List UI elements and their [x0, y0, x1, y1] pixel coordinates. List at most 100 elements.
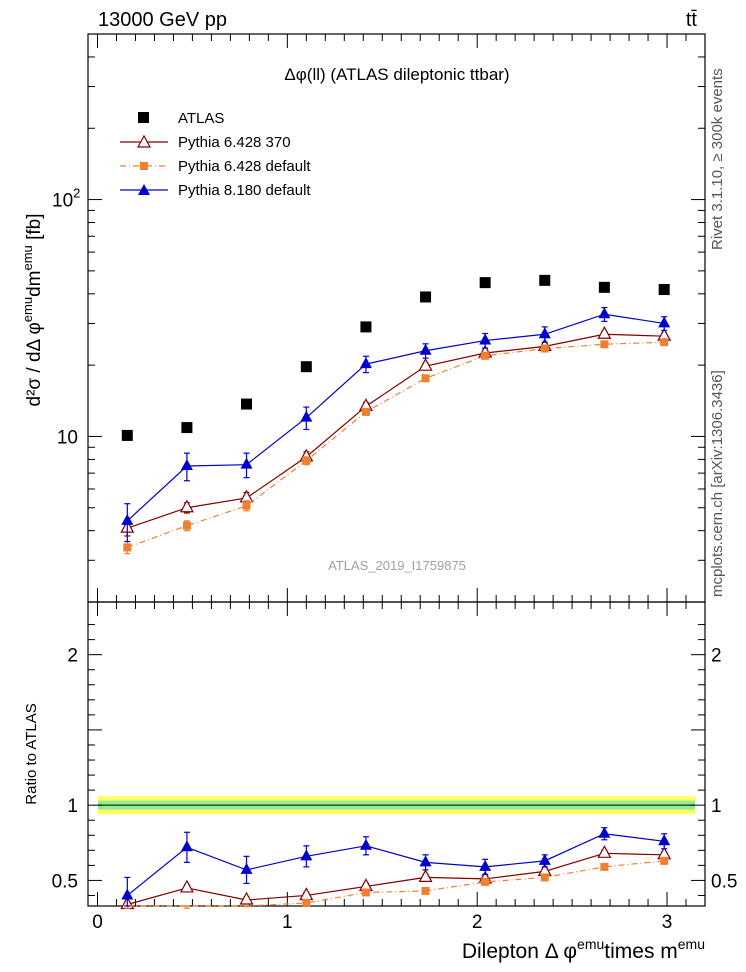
main-y-tick-label-sup: 2: [73, 186, 80, 201]
ratio-series-layer: [120, 826, 672, 910]
main-y-tick-label: 102: [52, 186, 80, 212]
analysis-watermark: ATLAS_2019_I1759875: [328, 558, 466, 573]
series-line-pythia-6-428-370: [127, 852, 665, 906]
point-pythia-8-180-default: [479, 333, 492, 345]
ratio-y-tick-label-right: 1: [711, 796, 722, 817]
main-y-label-part2: dm: [24, 271, 45, 297]
point-pythia-6-428-default: [302, 456, 311, 465]
x-tick-label: 3: [662, 912, 673, 933]
point-pythia-6-428-default: [660, 856, 669, 865]
point-atlas: [300, 361, 312, 373]
point-pythia-6-428-default: [660, 338, 669, 347]
series-line-pythia-6-428-default: [127, 860, 665, 907]
point-pythia-6-428-370: [597, 845, 612, 858]
main-series-layer: [120, 274, 672, 555]
ratio-panel-frame: [87, 601, 706, 907]
point-pythia-6-428-370: [418, 357, 433, 371]
series-line-pythia-6-428-default: [127, 341, 665, 548]
point-pythia-6-428-default: [421, 374, 430, 383]
point-pythia-8-180-default: [538, 327, 551, 339]
point-pythia-8-180-default: [121, 888, 134, 900]
ratio-y-axis-label: Ratio to ATLAS: [23, 703, 40, 804]
point-pythia-6-428-370: [418, 869, 433, 883]
point-pythia-6-428-default: [481, 351, 490, 360]
legend-entry-pythia8-default: Pythia 8.180 default: [120, 182, 311, 199]
point-pythia-6-428-370: [179, 499, 194, 513]
point-pythia-6-428-370: [597, 326, 612, 339]
point-pythia-8-180-default: [419, 855, 432, 867]
series-atlas: [121, 274, 670, 441]
point-pythia-8-180-default: [538, 853, 551, 865]
x-tick-label: 1: [282, 912, 293, 933]
legend-entry-pythia6-default: Pythia 6.428 default: [120, 158, 311, 175]
legend-marker-pythia8-default: [138, 184, 150, 195]
point-pythia-8-180-default: [300, 849, 313, 861]
point-atlas: [360, 321, 372, 333]
legend-marker-pythia6-default: [140, 162, 148, 170]
point-atlas: [658, 284, 670, 296]
point-pythia-8-180-default: [240, 862, 253, 874]
point-pythia-8-180-default: [479, 859, 492, 871]
ratio-y-tick-label-right: 2: [711, 646, 722, 667]
point-pythia-6-428-default: [600, 340, 609, 349]
point-pythia-8-180-default: [180, 840, 193, 852]
legend: ATLAS Pythia 6.428 370 Pythia 6.428 defa…: [120, 110, 311, 199]
x-axis-label: Dilepton Δ φemutimes memu: [462, 936, 705, 963]
point-pythia-8-180-default: [180, 459, 193, 471]
legend-marker-atlas: [138, 112, 149, 123]
x-label-sup2: emu: [678, 936, 705, 952]
ratio-y-tick-label: 2: [67, 646, 78, 667]
point-pythia-8-180-default: [658, 834, 671, 846]
header-right-label: tt̄: [686, 9, 698, 31]
point-pythia-8-180-default: [658, 316, 671, 328]
series-line-pythia-8-180-default: [126, 833, 665, 896]
point-pythia-8-180-default: [359, 838, 372, 850]
mcplots-label: mcplots.cern.ch [arXiv:1306.3436]: [709, 370, 726, 597]
x-label-part2: times m: [604, 940, 678, 963]
point-atlas: [181, 422, 193, 434]
point-pythia-6-428-default: [600, 862, 609, 871]
point-pythia-6-428-default: [242, 501, 251, 510]
point-pythia-6-428-default: [302, 898, 311, 907]
x-tick-label: 0: [92, 912, 103, 933]
main-y-axis-label: d²σ / dΔ φemudmemu [fb]: [20, 214, 45, 407]
main-y-label-sup2: emu: [20, 245, 35, 270]
ratio-y-tick-label-right: 0.5: [711, 871, 737, 892]
series-pythia-6-428-370: [120, 845, 672, 910]
legend-marker-pythia6-370: [136, 134, 152, 148]
series-line-pythia-8-180-default: [126, 313, 665, 522]
ratio-axis-ticks: 0.5 0.5 1 1 2 2 0 1 2 3: [52, 602, 737, 933]
point-pythia-6-428-370: [299, 887, 314, 901]
series-pythia-8-180-default: [121, 306, 671, 543]
point-atlas: [598, 281, 610, 293]
point-pythia-6-428-default: [361, 888, 370, 897]
main-y-label-sup1: emu: [20, 297, 35, 322]
point-pythia-6-428-default: [481, 877, 490, 886]
legend-label-atlas: ATLAS: [178, 110, 224, 127]
legend-label-pythia6-370: Pythia 6.428 370: [178, 134, 291, 151]
point-pythia-6-428-default: [540, 344, 549, 353]
legend-label-pythia8-default: Pythia 8.180 default: [178, 182, 311, 199]
series-pythia-6-428-default: [124, 856, 669, 909]
point-pythia-6-428-default: [540, 873, 549, 882]
series-line-pythia-6-428-370: [127, 333, 665, 529]
point-pythia-8-180-default: [300, 410, 313, 422]
x-tick-label: 2: [472, 912, 483, 933]
main-axis-ticks: 10 102: [52, 33, 705, 603]
chart-title: Δφ(ll) (ATLAS dileptonic ttbar): [284, 65, 509, 84]
point-pythia-8-180-default: [598, 307, 611, 319]
x-label-part1: Dilepton Δ φ: [462, 940, 577, 963]
point-pythia-8-180-default: [598, 826, 611, 838]
point-atlas: [420, 291, 432, 303]
legend-label-pythia6-default: Pythia 6.428 default: [178, 158, 311, 175]
point-pythia-6-428-370: [239, 891, 254, 905]
point-pythia-8-180-default: [240, 457, 253, 469]
ratio-uncertainty-band: [98, 796, 695, 815]
point-pythia-6-428-default: [421, 886, 430, 895]
ratio-y-tick-label: 1: [67, 796, 78, 817]
series-pythia-8-180-default: [121, 826, 671, 907]
series-pythia-6-428-370: [120, 326, 672, 537]
main-y-label-unit: [fb]: [24, 214, 45, 246]
series-pythia-6-428-default: [123, 338, 669, 555]
